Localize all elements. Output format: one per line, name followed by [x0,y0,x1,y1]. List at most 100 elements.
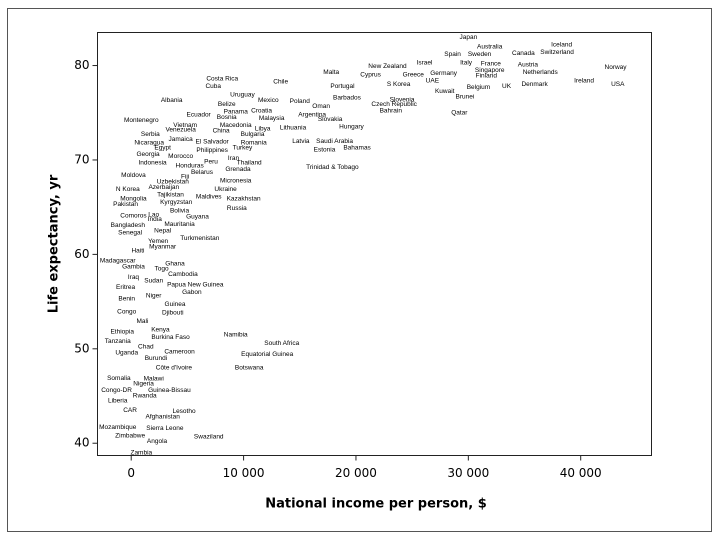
country-point: Benin [118,295,135,302]
country-point: China [213,127,230,134]
country-point: Zimbabwe [115,432,145,439]
country-point: Kazakhstan [227,195,261,202]
country-point: Burundi [145,355,167,362]
country-point: Bosnia [217,114,237,121]
country-point: Togo [154,265,168,272]
country-point: Chile [273,78,288,85]
country-point: Belgium [467,84,490,91]
country-point: Libya [255,126,271,133]
country-point: Slovenia [390,96,415,103]
country-point: Czech Republic [371,101,417,108]
country-point: Thailand [237,160,262,167]
country-point: Afghanistan [146,414,181,421]
country-point: Greece [403,72,425,79]
country-point: Bahrain [380,108,403,115]
country-point: Nicaragua [134,140,164,147]
country-point: Malaysia [259,115,285,122]
country-point: Ireland [574,77,594,84]
country-point: Mali [136,318,148,325]
country-point: Tanzania [105,338,131,345]
country-point: Austria [518,61,539,68]
country-point: UAE [426,77,440,84]
country-point: Trinidad & Tobago [306,164,359,171]
country-point: Mauritania [164,221,195,228]
country-point: Montenegro [124,117,159,124]
country-point: Haiti [131,247,144,254]
country-point: Botswana [235,364,264,371]
country-point: Spain [444,51,461,58]
country-point: New Zealand [368,63,407,70]
country-point: Jamaica [169,136,194,143]
country-point: Guinea [165,301,186,308]
country-point: Congo-DR [101,387,132,394]
country-point: Micronesia [220,177,252,184]
country-point: Georgia [137,151,161,158]
country-point: Yemen [148,238,168,245]
country-point: Argentina [298,111,326,118]
country-point: Ecuador [187,111,212,118]
country-point: Lesotho [172,408,196,415]
country-point: Kenya [151,327,170,334]
country-point: Mozambique [99,424,137,431]
country-point: Niger [146,293,162,300]
x-tick-label: 10 000 [223,466,265,480]
country-point: Romania [241,140,267,147]
country-point: Somalia [107,375,131,382]
country-point: Swaziland [194,433,224,440]
country-point: Comoros [120,212,147,219]
country-point: Philippines [196,147,228,154]
country-point: Moldova [121,172,146,179]
x-tick-label: 20 000 [335,466,377,480]
country-point: Panama [224,109,249,116]
country-point: Peru [204,159,218,166]
country-point: Sierra Leone [146,425,184,432]
country-point: Costa Rica [206,75,238,82]
country-point: Japan [459,34,477,41]
country-point: Bahamas [343,144,371,151]
country-point: USA [611,81,625,88]
x-tick-label: 0 [127,466,135,480]
x-tick-label: 30 000 [447,466,489,480]
country-point: CAR [123,407,137,414]
country-point: Turkmenistan [180,235,220,242]
country-point: Namibia [224,331,248,338]
country-point: Turkey [233,144,253,151]
country-point: Belarus [191,169,214,176]
country-point: Brunei [456,93,475,100]
country-point: Eritrea [116,284,136,291]
country-point: S Korea [387,81,411,88]
country-point: Gabon [182,289,202,296]
country-point: Angola [147,438,168,445]
y-axis-label: Life expectancy, yr [47,174,62,313]
country-point: Cuba [205,83,221,90]
country-point: Lao [148,211,159,218]
country-point: Malawi [144,376,164,383]
country-point: Switzerland [540,49,574,56]
country-point: Bangladesh [111,222,146,229]
country-point: Estonia [314,146,336,153]
country-point: Barbados [333,94,362,101]
country-point: Bolivia [170,208,190,215]
country-point: Sweden [468,51,492,58]
country-point: Kuwait [435,88,455,95]
x-axis-label: National income per person, $ [265,497,487,512]
country-point: Sudan [144,278,163,285]
country-point: Bulgaria [241,131,265,138]
country-point: Uganda [115,349,138,356]
country-point: Oman [312,103,330,110]
country-point: Myanmar [149,244,177,251]
country-point: Croatia [251,108,272,115]
country-point: Saudi Arabia [316,138,353,145]
country-point: Iran [228,155,240,162]
country-point: Senegal [118,229,142,236]
country-point: Grenada [225,166,251,173]
y-tick-label: 40 [74,436,89,450]
country-point: Qatar [451,109,468,116]
country-point: Italy [460,59,473,66]
country-point: Latvia [292,138,310,145]
frame [7,8,712,532]
country-point: Guyana [186,213,209,220]
country-point: Rwanda [133,393,157,400]
